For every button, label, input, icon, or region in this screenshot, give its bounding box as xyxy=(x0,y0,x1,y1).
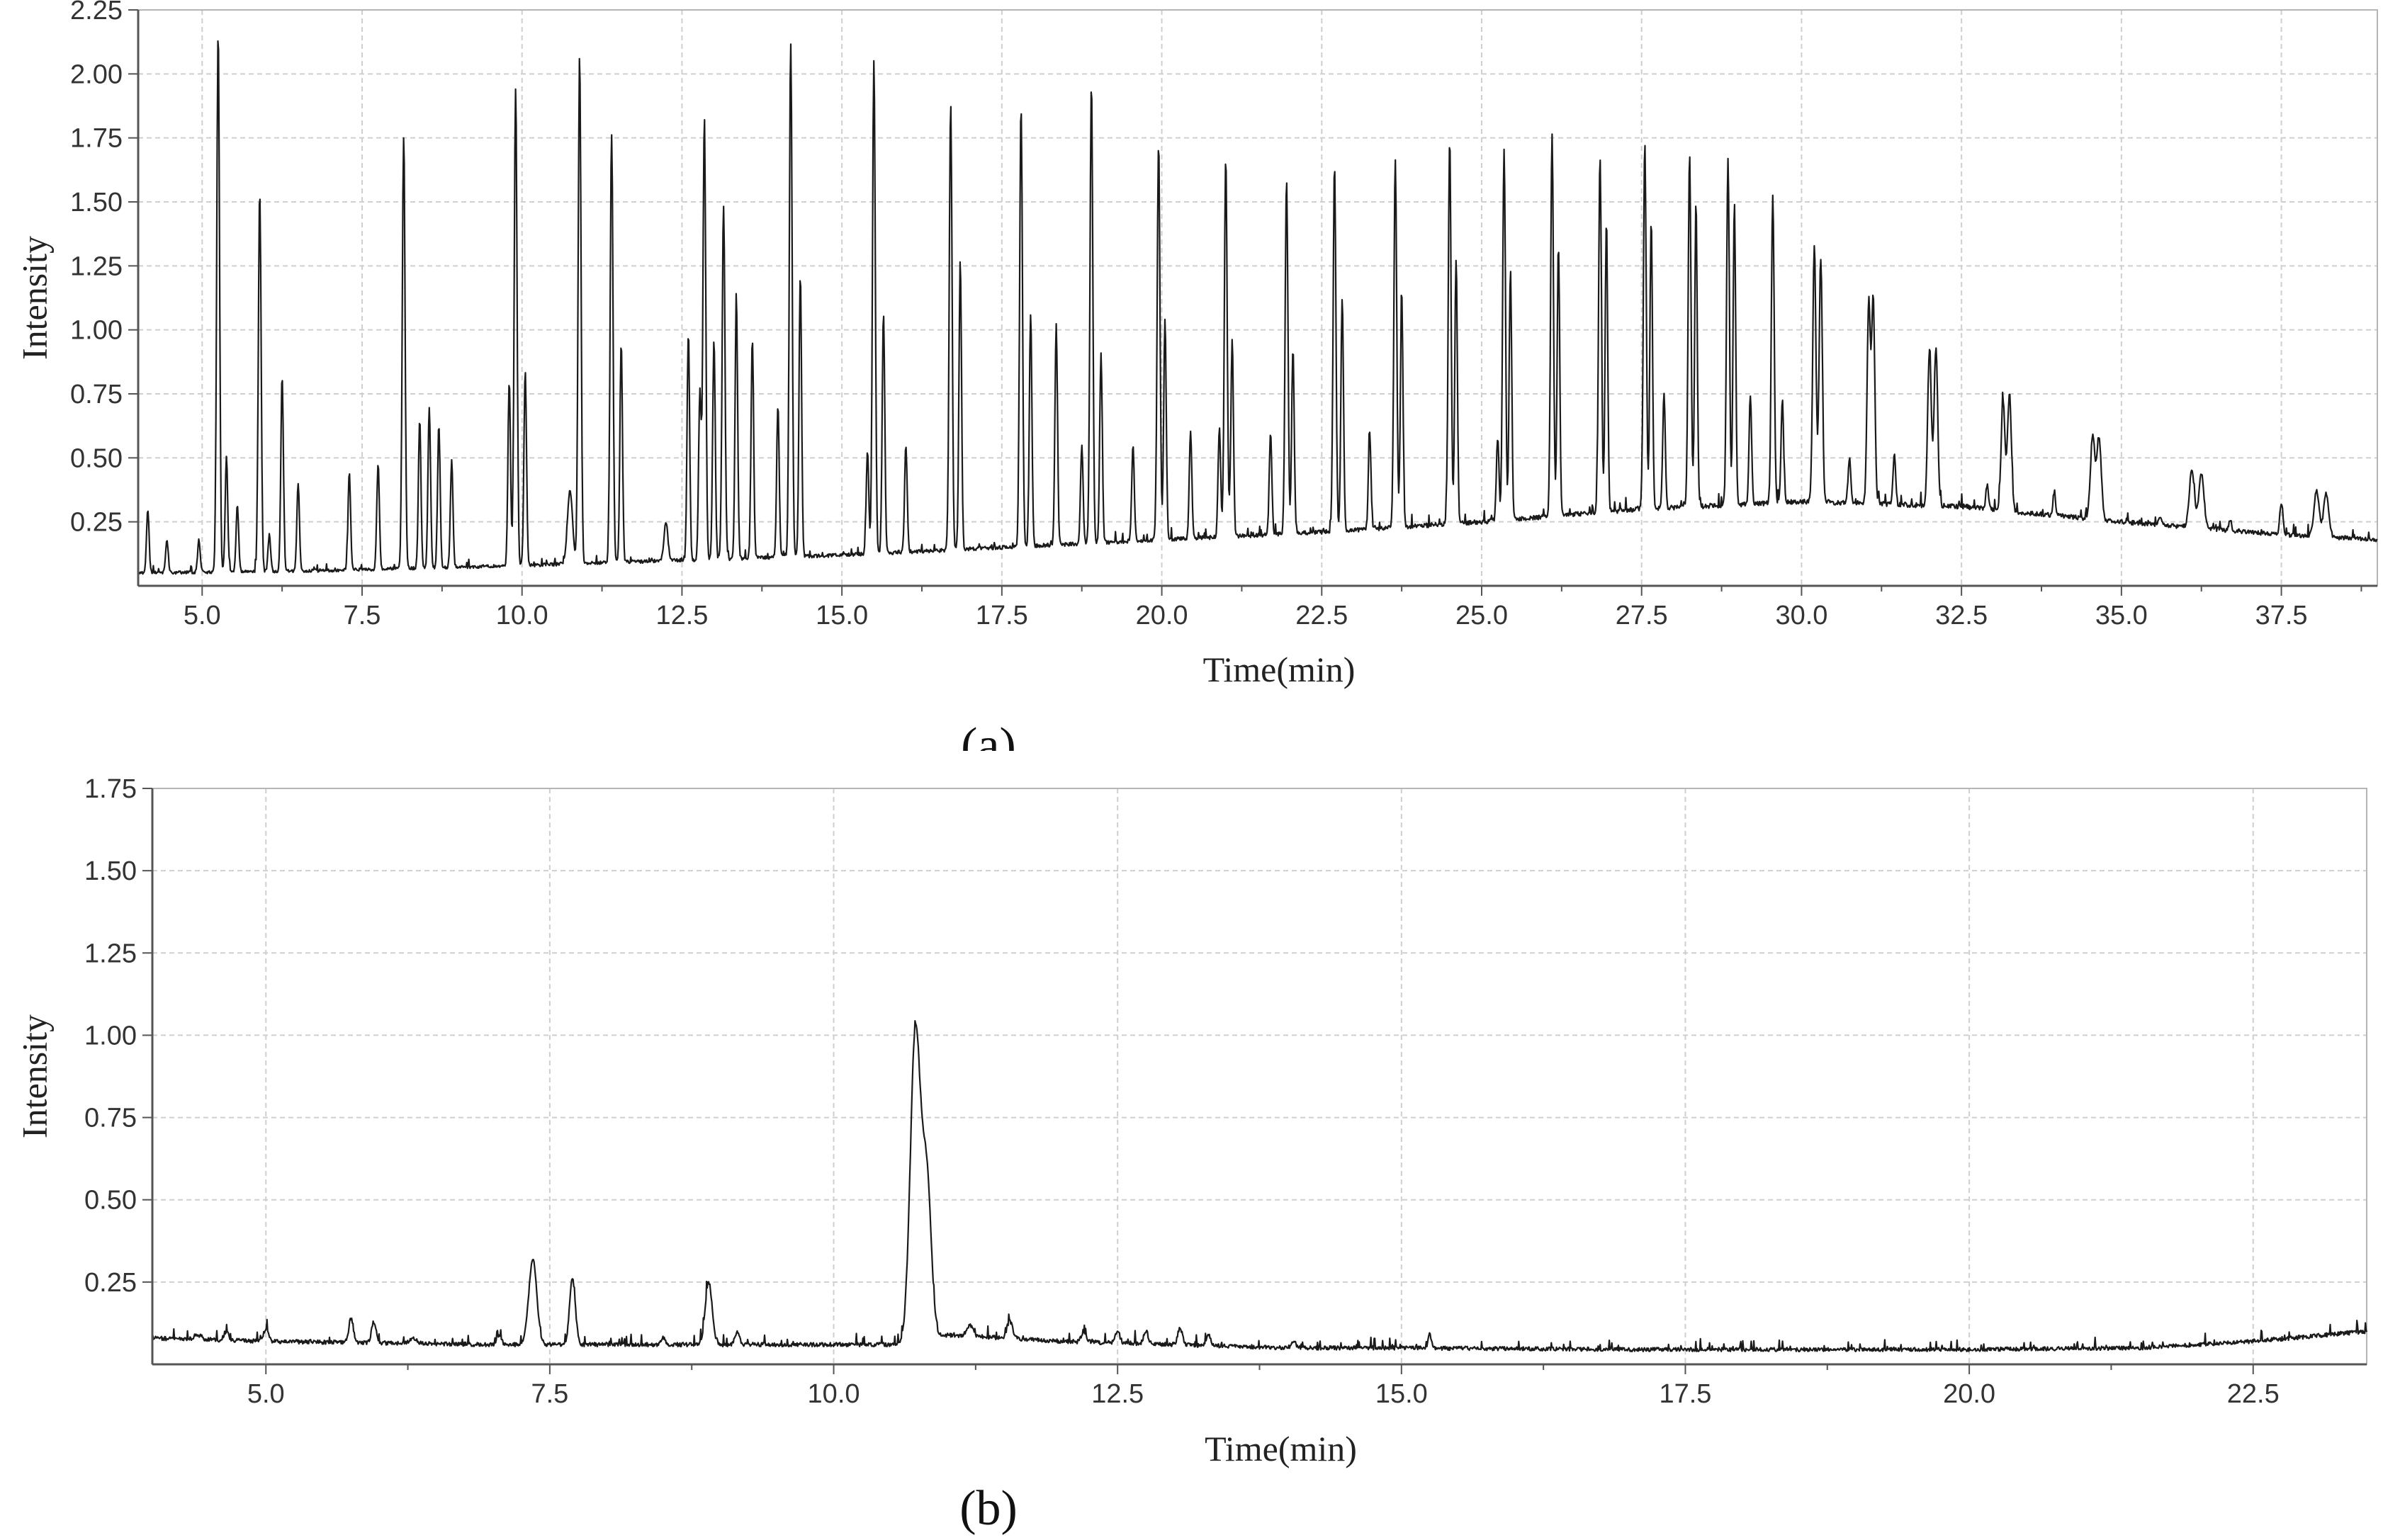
x-tick-label-a-0: 5.0 xyxy=(184,601,221,630)
chromatogram-panel-b: 5.0 7.5 10.0 12.5 15.0 17.5 20.0 22.5 0.25 0.50 0… xyxy=(0,772,2383,1540)
chromatogram-trace-b xyxy=(151,1020,2368,1352)
y-tick-label-a-2: 0.75 xyxy=(70,380,123,409)
y-tick-label-a-1: 0.50 xyxy=(70,443,123,473)
y-tick-label-a-3: 1.00 xyxy=(70,316,123,346)
x-tick-label-a-4: 15.0 xyxy=(816,601,868,630)
y-tick-label-a-5: 1.50 xyxy=(70,188,123,217)
x-axis-title-a: Time(min) xyxy=(1203,650,1356,689)
x-axis-title-b: Time(min) xyxy=(1205,1429,1357,1468)
y-axis-title-b: Intensity xyxy=(15,1014,55,1138)
x-tick-label-a-13: 37.5 xyxy=(2255,601,2308,630)
x-tick-label-b-4: 15.0 xyxy=(1375,1379,1428,1409)
x-ticks-b: 5.0 7.5 10.0 12.5 15.0 17.5 20.0 22.5 xyxy=(247,1364,2280,1409)
y-tick-label-b-0: 0.25 xyxy=(84,1268,137,1298)
plot-frame-a xyxy=(137,9,2378,587)
y-tick-label-b-3: 1.00 xyxy=(84,1021,137,1051)
y-tick-label-a-4: 1.25 xyxy=(70,251,123,281)
plot-frame-b xyxy=(152,788,2367,1365)
y-tick-label-a-8: 2.25 xyxy=(70,0,123,26)
x-tick-label-a-10: 30.0 xyxy=(1775,601,1827,630)
y-tick-label-b-6: 1.75 xyxy=(84,774,137,804)
panel-caption-a: (a) xyxy=(961,718,1016,751)
x-tick-label-a-7: 22.5 xyxy=(1295,601,1348,630)
x-tick-label-b-7: 22.5 xyxy=(2227,1379,2280,1409)
x-tick-label-a-3: 12.5 xyxy=(655,601,708,630)
x-tick-label-b-1: 7.5 xyxy=(531,1379,568,1409)
y-tick-label-a-6: 1.75 xyxy=(70,124,123,154)
x-tick-label-b-5: 17.5 xyxy=(1659,1379,1711,1409)
x-tick-label-b-3: 12.5 xyxy=(1091,1379,1144,1409)
x-tick-label-b-0: 5.0 xyxy=(247,1379,285,1409)
x-ticks-a: 5.0 7.5 10.0 12.5 15.0 17.5 20.0 22.5 25.0 27.5 30… xyxy=(184,586,2362,630)
chromatogram-panel-a: 5.0 7.5 10.0 12.5 15.0 17.5 20.0 22.5 25.0 27.5 30… xyxy=(0,0,2383,751)
y-tick-label-b-1: 0.50 xyxy=(84,1186,137,1216)
grid-a xyxy=(138,9,2377,586)
x-tick-label-a-6: 20.0 xyxy=(1136,601,1188,630)
grid-b xyxy=(152,788,2367,1364)
x-tick-label-a-8: 25.0 xyxy=(1455,601,1508,630)
y-tick-label-a-7: 2.00 xyxy=(70,60,123,89)
y-tick-label-b-4: 1.25 xyxy=(84,939,137,968)
x-tick-label-a-12: 35.0 xyxy=(2095,601,2148,630)
y-tick-label-a-0: 0.25 xyxy=(70,508,123,538)
x-tick-label-b-6: 20.0 xyxy=(1943,1379,1995,1409)
y-axis-title-a: Intensity xyxy=(15,236,55,360)
x-tick-label-b-2: 10.0 xyxy=(808,1379,860,1409)
chromatogram-chart-a: 5.0 7.5 10.0 12.5 15.0 17.5 20.0 22.5 25.0 27.5 30… xyxy=(15,0,2378,751)
x-tick-label-a-1: 7.5 xyxy=(344,601,381,630)
y-ticks-b: 0.25 0.50 0.75 1.00 1.25 1.50 1.75 xyxy=(84,774,152,1298)
panel-caption-b: (b) xyxy=(959,1481,1018,1536)
chromatogram-trace-a xyxy=(137,40,2378,575)
y-ticks-a: 0.25 0.50 0.75 1.00 1.25 1.50 1.75 2.00 2.25 xyxy=(70,0,138,538)
y-tick-label-b-5: 1.50 xyxy=(84,856,137,886)
y-tick-label-b-2: 0.75 xyxy=(84,1104,137,1133)
x-tick-label-a-5: 17.5 xyxy=(976,601,1028,630)
x-tick-label-a-2: 10.0 xyxy=(496,601,548,630)
chromatogram-chart-b: 5.0 7.5 10.0 12.5 15.0 17.5 20.0 22.5 0.250.500… xyxy=(15,774,2368,1536)
x-tick-label-a-9: 27.5 xyxy=(1616,601,1668,630)
x-tick-label-a-11: 32.5 xyxy=(1935,601,1988,630)
